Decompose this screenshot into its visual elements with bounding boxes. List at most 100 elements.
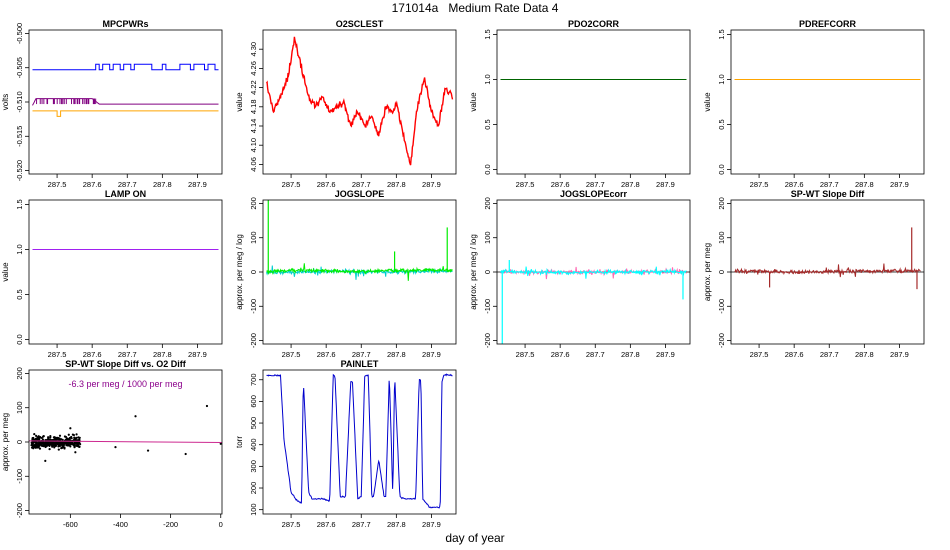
- y-tick-label: 0: [717, 270, 726, 274]
- x-tick-label: 287.6: [551, 180, 570, 189]
- scatter-point: [72, 433, 76, 437]
- x-tick-label: 287.7: [118, 350, 137, 359]
- x-tick-label: 287.9: [890, 180, 909, 189]
- scatter-point: [61, 446, 64, 449]
- y-tick-label: 1.0: [15, 244, 24, 254]
- scatter-point: [67, 441, 70, 444]
- panel-painlet: PAINLET torr 287.5 287.6 287.7 287.8 287.9 100 2…: [235, 359, 457, 529]
- scatter-point: [74, 438, 77, 441]
- y-tick-label: 1.5: [483, 29, 492, 39]
- y-tick-label: -0.500: [15, 23, 24, 44]
- scatter-point: [47, 441, 50, 445]
- y-axis-label: approx. per meg / log: [469, 234, 478, 310]
- panel-spwt: SP-WT Slope Diff approx. per meg 287.5 287.…: [703, 189, 925, 359]
- page-title: 171014a Medium Rate Data 4: [391, 1, 559, 15]
- y-tick-label: 0.0: [483, 164, 492, 174]
- x-tick-label: 287.5: [48, 350, 67, 359]
- scatter-point: [35, 441, 38, 445]
- panel-title: PDO2CORR: [568, 19, 620, 29]
- y-tick-label: -200: [15, 503, 24, 518]
- series-line: [266, 373, 453, 509]
- panel-lampon: LAMP ON value 287.5 287.6 287.7 287.8 287.9 0.0…: [1, 189, 223, 359]
- scatter-point: [134, 415, 137, 418]
- y-tick-label: 1.5: [717, 29, 726, 39]
- panel-o2sclest: O2SCLEST value 287.5 287.6 287.7 287.8 287.9 4.…: [235, 19, 457, 189]
- scatter-point: [70, 435, 73, 439]
- x-tick-label: -200: [163, 520, 178, 529]
- y-axis-label: value: [703, 92, 712, 112]
- y-tick-label: -100: [717, 299, 726, 314]
- y-axis-label: value: [235, 92, 244, 112]
- scatter-point: [75, 433, 78, 436]
- y-tick-label: 4.10: [249, 138, 258, 153]
- plot-frame: [262, 29, 457, 175]
- y-tick-label: 0: [249, 270, 258, 274]
- plot-area: [29, 404, 222, 462]
- scatter-point: [30, 446, 34, 449]
- x-tick-label: 0: [219, 520, 223, 529]
- y-axis-label: value: [469, 92, 478, 112]
- scatter-point: [55, 438, 58, 441]
- x-tick-label: 287.6: [317, 350, 336, 359]
- y-tick-label: 1.0: [717, 74, 726, 84]
- x-tick-label: 287.8: [621, 180, 640, 189]
- y-tick-label: 0.0: [717, 164, 726, 174]
- y-tick-label: 200: [717, 197, 726, 210]
- y-tick-label: 100: [249, 503, 258, 516]
- x-tick-label: -600: [63, 520, 78, 529]
- y-axis-label: torr: [235, 436, 244, 448]
- x-tick-label: 287.6: [785, 180, 804, 189]
- plot-area: [32, 63, 219, 117]
- scatter-point: [36, 446, 39, 449]
- y-tick-label: 200: [249, 197, 258, 210]
- x-tick-label: 287.9: [188, 180, 207, 189]
- fit-annotation: -6.3 per meg / 1000 per meg: [68, 379, 182, 389]
- series-line: [500, 266, 687, 279]
- y-tick-label: 4.26: [249, 61, 258, 76]
- series-line: [32, 63, 219, 71]
- x-tick-label: 287.8: [855, 350, 874, 359]
- plot-frame: [730, 29, 925, 175]
- scatter-point: [63, 447, 66, 450]
- scatter-point: [65, 437, 69, 440]
- y-tick-label: -200: [249, 333, 258, 348]
- y-tick-label: 0.5: [717, 119, 726, 129]
- scatter-point: [37, 435, 40, 438]
- x-tick-label: 287.7: [352, 180, 371, 189]
- x-tick-label: 287.7: [586, 350, 605, 359]
- y-tick-label: 100: [483, 231, 492, 244]
- panel-title: PDREFCORR: [799, 19, 857, 29]
- plot-area: [266, 373, 453, 509]
- y-tick-label: -0.505: [15, 57, 24, 78]
- scatter-point: [34, 444, 37, 447]
- x-tick-label: 287.8: [153, 180, 172, 189]
- scatter-point: [219, 442, 222, 445]
- y-tick-label: 300: [249, 460, 258, 473]
- scatter-point: [58, 434, 62, 437]
- x-tick-label: 287.9: [656, 350, 675, 359]
- x-tick-label: 287.6: [785, 350, 804, 359]
- series-line: [266, 263, 453, 281]
- scatter-point: [41, 441, 44, 444]
- panel-title: JOGSLOPE: [335, 189, 385, 199]
- plot-area: [731, 227, 924, 290]
- x-tick-label: 287.8: [855, 180, 874, 189]
- panel-pdrefcorr: PDREFCORR value 287.5 287.6 287.7 287.8 287.9 0…: [703, 19, 925, 189]
- scatter-point: [56, 442, 59, 445]
- x-tick-label: 287.8: [387, 350, 406, 359]
- scatter-point: [53, 446, 56, 449]
- scatter-point: [184, 452, 187, 456]
- scatter-point: [53, 438, 56, 441]
- panel-title: PAINLET: [341, 359, 379, 369]
- y-tick-label: -100: [249, 299, 258, 314]
- plot-frame: [496, 29, 691, 175]
- scatter-point: [57, 445, 60, 448]
- y-tick-label: -100: [483, 299, 492, 314]
- y-tick-label: 0.0: [15, 334, 24, 344]
- x-tick-label: 287.5: [750, 180, 769, 189]
- x-tick-label: 287.6: [83, 350, 102, 359]
- panel-mpcpwrs: MPCPWRs volts 287.5 287.6 287.7 287.8 287.9 -0.…: [1, 19, 223, 189]
- scatter-point: [48, 448, 51, 451]
- scatter-point: [79, 443, 82, 446]
- scatter-point: [114, 446, 117, 449]
